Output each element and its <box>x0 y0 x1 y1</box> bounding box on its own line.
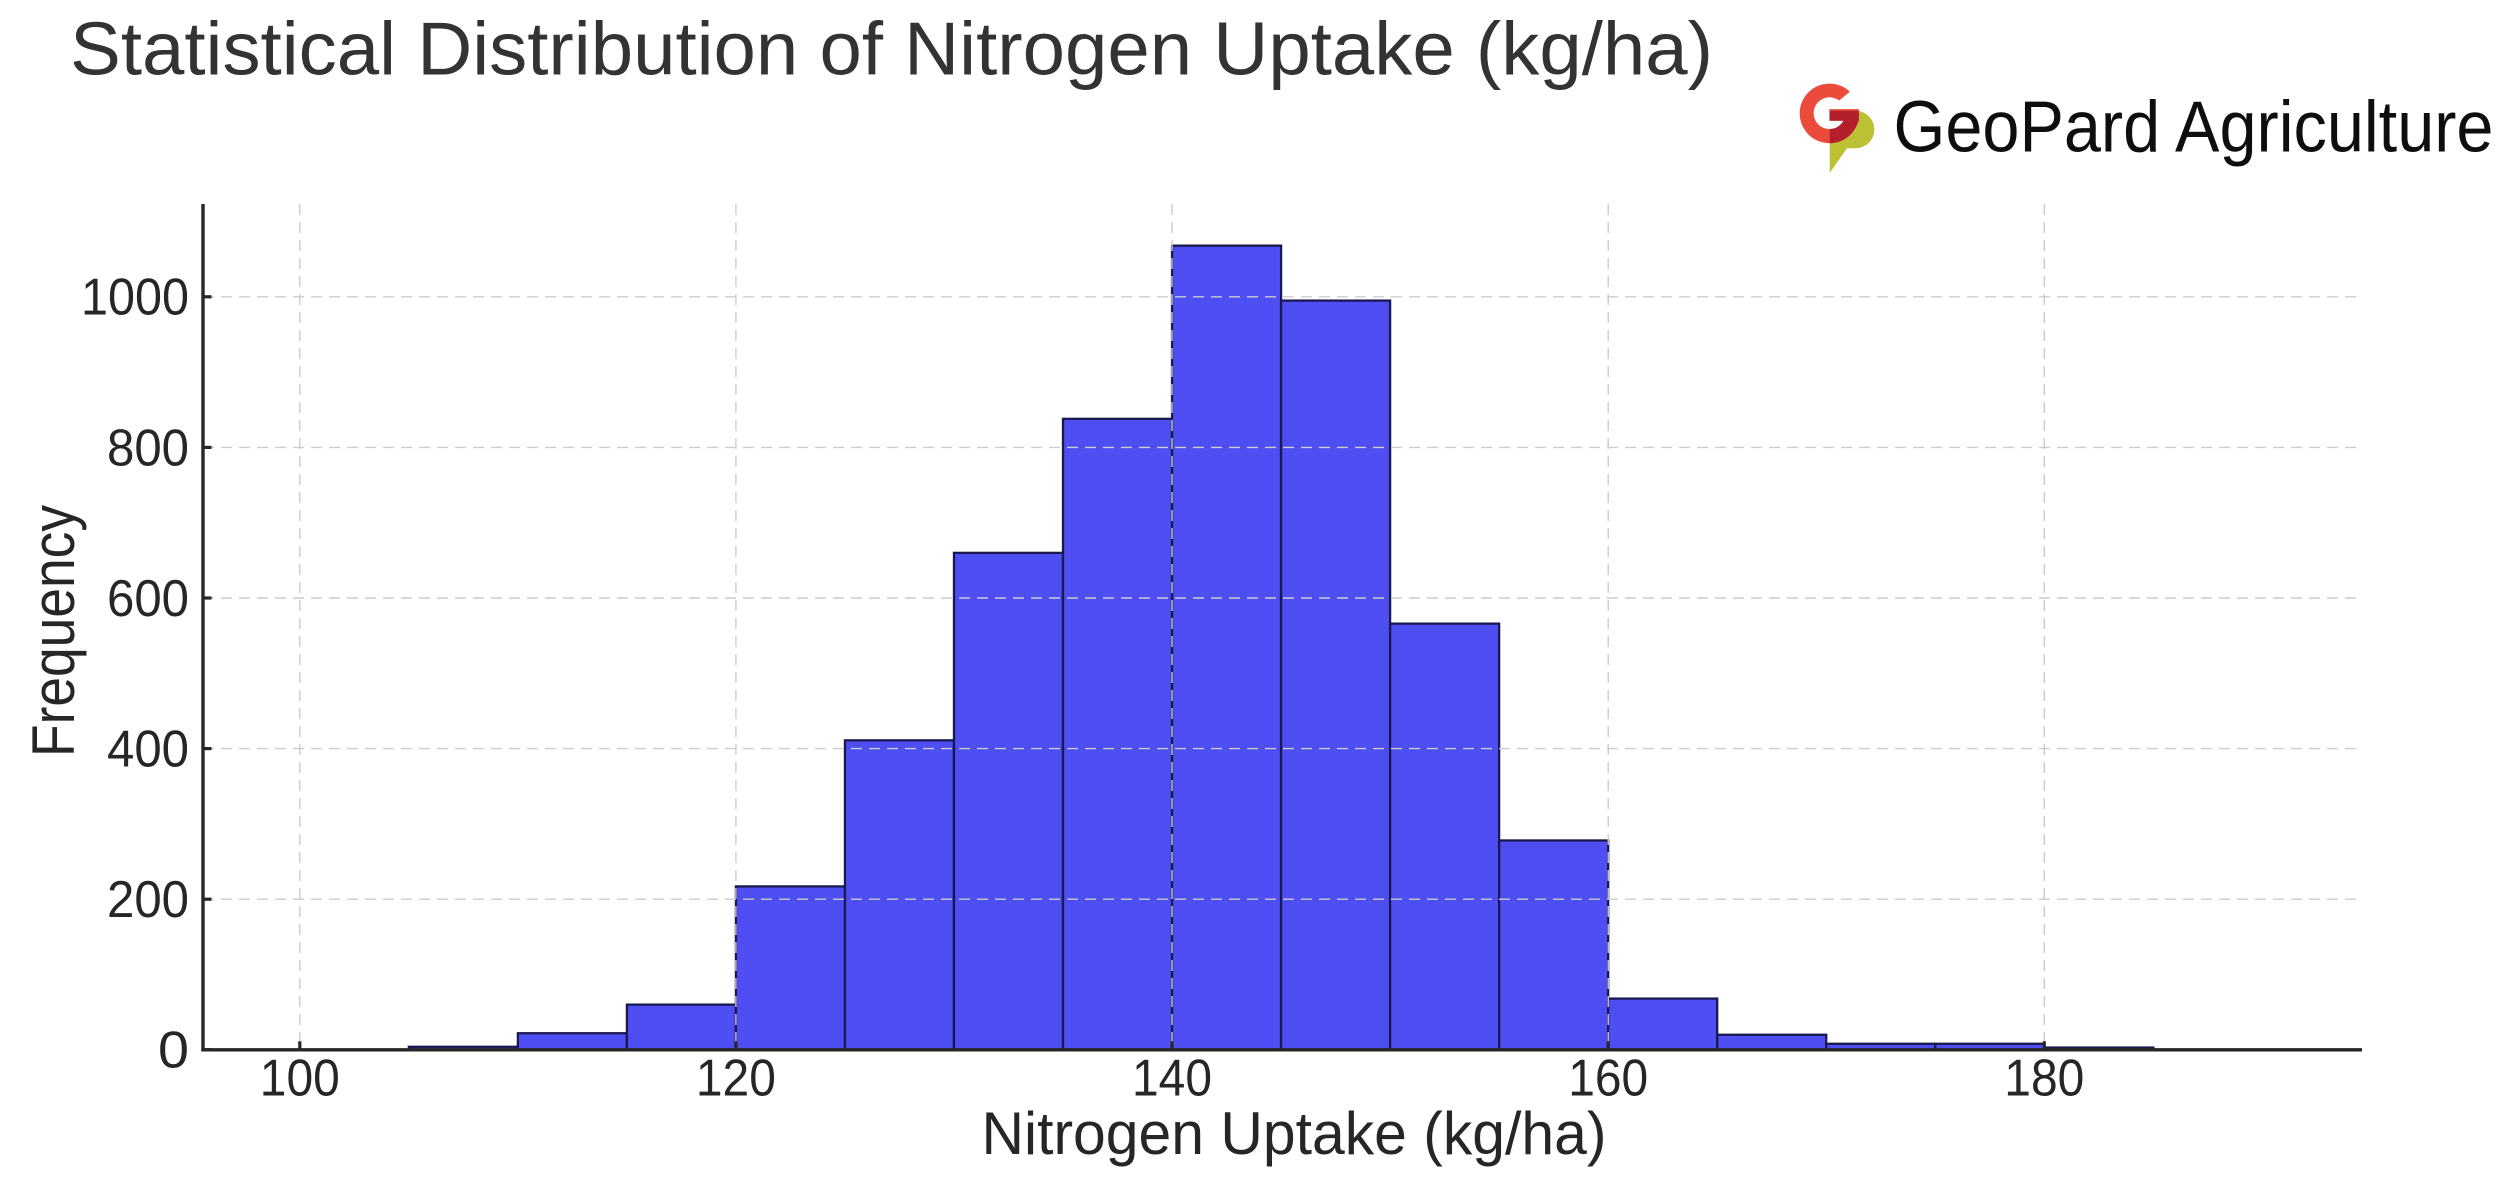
svg-text:800: 800 <box>107 419 189 477</box>
svg-text:Frequency: Frequency <box>20 505 87 757</box>
svg-text:160: 160 <box>1568 1049 1648 1107</box>
svg-text:1000: 1000 <box>81 269 189 327</box>
svg-text:Nitrogen Uptake (kg/ha): Nitrogen Uptake (kg/ha) <box>982 1100 1607 1167</box>
svg-text:400: 400 <box>107 721 189 779</box>
svg-text:120: 120 <box>696 1049 776 1107</box>
svg-text:GeoPard Agriculture: GeoPard Agriculture <box>1894 88 2494 168</box>
svg-text:100: 100 <box>260 1049 340 1107</box>
svg-text:600: 600 <box>107 570 189 628</box>
svg-text:200: 200 <box>107 871 189 929</box>
svg-text:140: 140 <box>1132 1049 1212 1107</box>
svg-text:0: 0 <box>158 1022 189 1080</box>
svg-text:Statistical Distribution of Ni: Statistical Distribution of Nitrogen Upt… <box>70 7 1713 91</box>
svg-text:180: 180 <box>2004 1049 2084 1107</box>
